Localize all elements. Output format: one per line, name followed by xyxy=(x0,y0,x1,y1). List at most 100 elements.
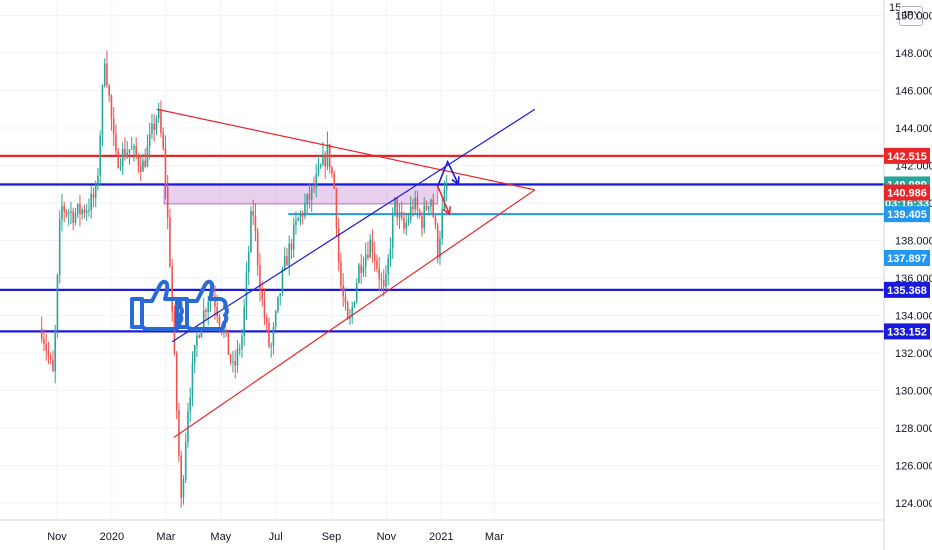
candle-body xyxy=(324,154,326,167)
price-tag xyxy=(884,250,930,266)
candle-body xyxy=(261,290,263,300)
y-tick-label: 134.000 xyxy=(895,311,932,323)
candle-body xyxy=(331,167,333,174)
candle-body xyxy=(90,194,92,211)
candle-body xyxy=(166,186,169,218)
candle-body xyxy=(389,248,392,259)
candle-body xyxy=(130,148,133,150)
candle-body xyxy=(304,204,306,217)
y-tick-label: 132.000 xyxy=(895,348,932,360)
candle-body xyxy=(256,230,259,266)
candle-body xyxy=(191,363,194,398)
candle-body xyxy=(229,354,232,363)
candle-body xyxy=(319,165,322,168)
candle-body xyxy=(126,152,128,158)
candle-body xyxy=(313,187,315,189)
candle-body xyxy=(281,268,284,294)
candle-body xyxy=(99,135,101,176)
x-tick-label: Nov xyxy=(47,531,67,543)
candle-body xyxy=(175,353,178,411)
x-tick-label: Jul xyxy=(269,531,283,543)
candle-body xyxy=(391,213,394,249)
candle-body xyxy=(252,211,254,216)
candle-body xyxy=(290,243,293,250)
candle-body xyxy=(358,264,360,283)
candle-body xyxy=(139,165,142,172)
y-tick-label: 124.000 xyxy=(895,498,932,510)
candle-body xyxy=(200,328,203,338)
candle-body xyxy=(81,209,83,215)
candle-body xyxy=(310,187,313,200)
candle-body xyxy=(427,206,430,210)
candle-body xyxy=(322,154,324,166)
candle-body xyxy=(119,166,122,168)
candle-body xyxy=(128,149,131,153)
candle-body xyxy=(254,215,257,231)
currency-button[interactable]: JPY xyxy=(899,6,923,26)
candle-body xyxy=(400,212,403,218)
x-tick-label: 2021 xyxy=(429,531,453,543)
candle-body xyxy=(371,239,374,253)
forecast-arrow xyxy=(436,159,460,187)
candle-body xyxy=(382,279,385,287)
candle-body xyxy=(441,209,443,239)
candle-body xyxy=(92,194,95,198)
candle-body xyxy=(274,311,277,327)
candle-body xyxy=(306,194,308,205)
candle-body xyxy=(301,213,304,217)
candle-body xyxy=(232,361,234,363)
candle-body xyxy=(308,194,311,200)
candle-body xyxy=(110,95,113,119)
candle-body xyxy=(265,317,268,323)
candle-body xyxy=(45,343,47,351)
candle-body xyxy=(373,252,376,261)
candle-body xyxy=(238,348,241,350)
candle-body xyxy=(335,188,338,229)
candle-body xyxy=(160,110,162,133)
price-tag-label: 142.515 xyxy=(887,151,927,163)
candle-body xyxy=(328,144,331,168)
y-tick-label: 148.000 xyxy=(895,48,932,60)
candle-body xyxy=(214,295,216,308)
candle-body xyxy=(153,123,155,130)
candle-body xyxy=(133,146,135,149)
candle-body xyxy=(288,243,290,266)
candle-body xyxy=(196,335,198,346)
candle-body xyxy=(124,148,126,158)
candle-body xyxy=(243,306,245,337)
candle-body xyxy=(245,272,248,307)
candle-body xyxy=(101,85,104,136)
trendline xyxy=(173,189,536,438)
thumbs-up-icon-shape xyxy=(130,279,184,331)
candle-body xyxy=(117,151,119,168)
candle-body xyxy=(326,144,329,167)
candle-body xyxy=(405,222,407,229)
y-tick-label: 126.000 xyxy=(895,461,932,473)
candle-body xyxy=(394,197,396,214)
trendline xyxy=(156,108,536,191)
candle-body xyxy=(61,205,63,220)
candle-body xyxy=(297,217,299,221)
y-tick-label: 150.000 xyxy=(895,11,932,23)
price-tag xyxy=(884,184,930,201)
candle-body xyxy=(286,256,288,266)
candle-body xyxy=(225,329,227,332)
candle-body xyxy=(162,132,164,149)
candle-body xyxy=(216,307,218,317)
price-tag xyxy=(884,281,930,298)
x-tick-label: Sep xyxy=(322,531,342,543)
price-tag xyxy=(884,147,930,164)
candle-body xyxy=(94,185,97,198)
candle-body xyxy=(67,212,70,214)
y-tick-label: 144.000 xyxy=(895,123,932,135)
candle-body xyxy=(445,184,448,190)
candle-body xyxy=(342,285,344,297)
candle-body xyxy=(385,274,387,287)
y-tick-label: 138.000 xyxy=(895,236,932,248)
arrow-head xyxy=(442,206,452,216)
candle-body xyxy=(369,239,371,258)
candle-body xyxy=(380,279,383,281)
candle-body xyxy=(40,328,43,339)
price-tag-label: 139.405 xyxy=(887,209,927,221)
